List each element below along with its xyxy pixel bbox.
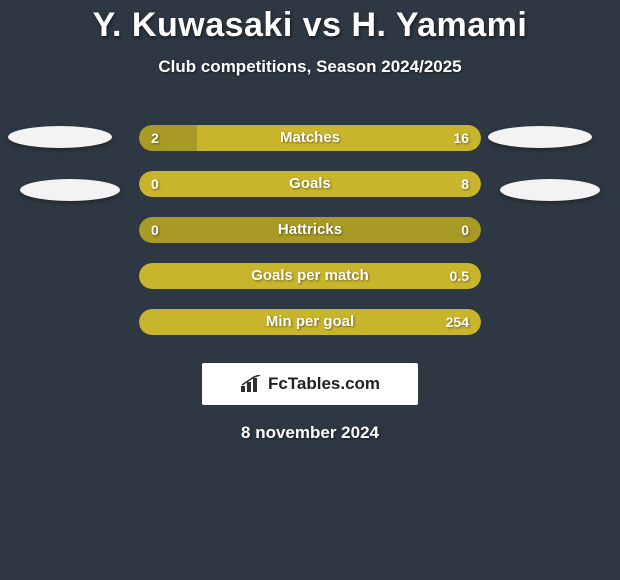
stat-bar: 00Hattricks bbox=[139, 217, 481, 243]
subtitle: Club competitions, Season 2024/2025 bbox=[0, 57, 620, 77]
player-ellipse-0 bbox=[8, 126, 112, 148]
stat-bar-right bbox=[139, 171, 481, 197]
stat-bar: 08Goals bbox=[139, 171, 481, 197]
stat-bar-right bbox=[139, 263, 481, 289]
comparison-chart: 216Matches 08Goals 00Hattricks 0.5Goals per… bbox=[0, 115, 620, 345]
stat-row: 00Hattricks bbox=[0, 207, 620, 253]
player-ellipse-2 bbox=[20, 179, 120, 201]
stat-bar: 0.5Goals per match bbox=[139, 263, 481, 289]
player-ellipse-1 bbox=[488, 126, 592, 148]
stat-bar-left bbox=[139, 125, 197, 151]
stat-bar-left bbox=[139, 217, 481, 243]
bar-chart-icon bbox=[240, 375, 262, 393]
stat-bar-right bbox=[197, 125, 481, 151]
stat-bar-right bbox=[139, 309, 481, 335]
stat-row: 0.5Goals per match bbox=[0, 253, 620, 299]
logo-text: FcTables.com bbox=[268, 374, 380, 394]
date-caption: 8 november 2024 bbox=[0, 423, 620, 443]
stat-bar: 254Min per goal bbox=[139, 309, 481, 335]
player-ellipse-3 bbox=[500, 179, 600, 201]
page-title: Y. Kuwasaki vs H. Yamami bbox=[0, 0, 620, 45]
stat-row: 254Min per goal bbox=[0, 299, 620, 345]
stat-bar: 216Matches bbox=[139, 125, 481, 151]
fctables-logo[interactable]: FcTables.com bbox=[202, 363, 418, 405]
